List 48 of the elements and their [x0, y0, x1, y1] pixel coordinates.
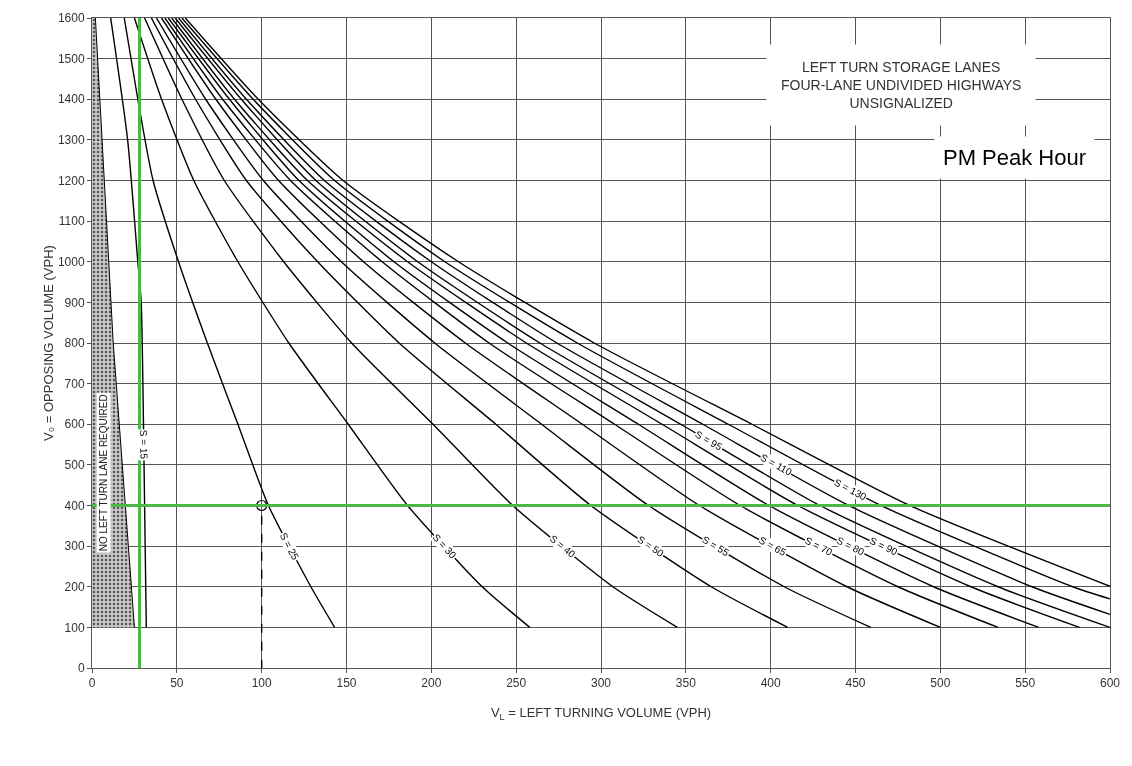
text: LEFT TURN STORAGE LANES FOUR-LANE UNDIVIDED HIGHWAYS UNSIGNALIZED [781, 59, 1022, 112]
x-tick-label: 300 [590, 676, 612, 691]
text: S = 25 [277, 530, 302, 563]
x-tick-label: 500 [930, 676, 951, 691]
y-tick-label: 1200 [57, 173, 85, 188]
annotation: NO LEFT TURN LANE REQUIRED [98, 394, 110, 552]
y-tick-label: 1000 [57, 254, 85, 269]
text: S = 55 [700, 533, 732, 559]
y-tick-label: 1400 [57, 92, 85, 107]
text: S = 130 [832, 476, 869, 503]
annotation: PM Peak Hour [943, 145, 1087, 170]
x-tick-label: 400 [760, 676, 781, 691]
text: S = 95 [693, 428, 725, 453]
x-tick-label: 100 [251, 676, 272, 691]
text: S = 70 [802, 534, 835, 559]
x-tick-label: 600 [1099, 676, 1121, 691]
y-tick-label: 400 [64, 498, 85, 513]
y-tick-label: 800 [64, 336, 85, 351]
y-tick-label: 600 [64, 417, 85, 432]
y-tick-label: 0 [77, 661, 85, 676]
y-tick-label: 1300 [57, 133, 85, 148]
y-tick-label: 200 [64, 579, 85, 594]
text: S = 15 [138, 429, 150, 460]
y-tick-label: 1500 [57, 51, 85, 66]
y-tick-label: 1100 [58, 214, 85, 229]
y-axis-title: V₀ = OPPOSING VOLUME (VPH) [40, 245, 56, 441]
y-tick-label: 700 [64, 376, 85, 391]
x-tick-label: 50 [170, 676, 184, 691]
x-axis-title: V$_{L}$ = LEFT TURNING VOLUME (VPH) [490, 705, 712, 722]
y-tick-label: 100 [64, 620, 85, 635]
text: S = 90 [867, 534, 900, 558]
x-tick-label: 450 [845, 676, 866, 691]
x-tick-label: 150 [336, 676, 357, 691]
x-tick-label: 350 [675, 676, 697, 691]
y-tick-label: 300 [64, 539, 85, 554]
text: S = 110 [758, 451, 795, 478]
text: S = 40 [547, 532, 578, 561]
text: S = 65 [757, 534, 789, 559]
y-tick-label: 500 [64, 458, 85, 473]
x-tick-label: 250 [506, 676, 527, 691]
x-tick-label: 550 [1015, 676, 1036, 691]
text: S = 50 [635, 533, 666, 560]
x-tick-label: 0 [88, 676, 96, 691]
y-tick-label: 1600 [57, 11, 85, 26]
x-tick-label: 200 [421, 676, 442, 691]
text: S = 30 [430, 531, 459, 561]
text: S = 80 [834, 534, 867, 558]
y-tick-label: 900 [64, 295, 85, 310]
